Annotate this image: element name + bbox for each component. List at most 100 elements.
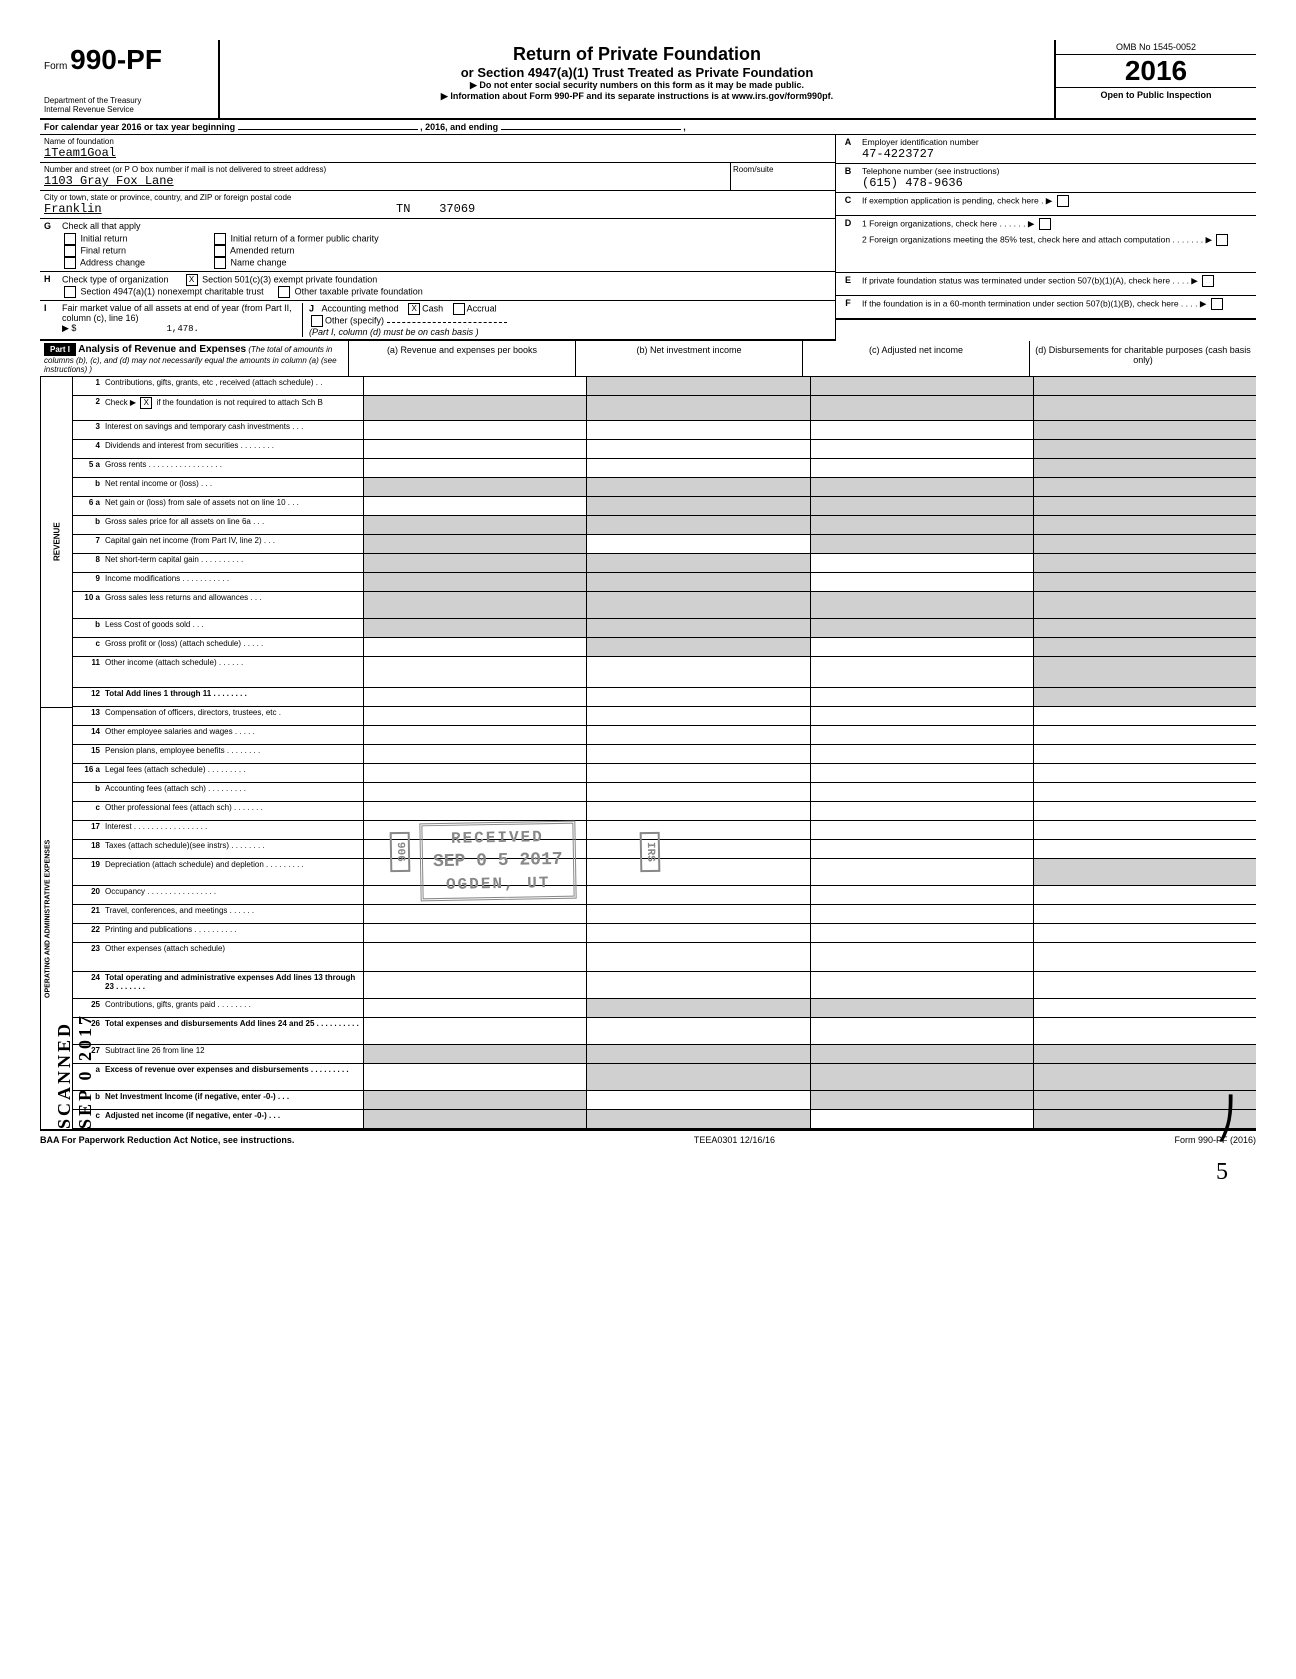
cal-year-label: For calendar year 2016 or tax year begin…: [40, 120, 690, 134]
r6b-label: Gross sales price for all assets on line…: [103, 516, 363, 534]
a-label: Employer identification number: [862, 137, 1254, 147]
form-prefix: Form: [44, 61, 67, 72]
r5b-label: Net rental income or (loss) . . .: [103, 478, 363, 496]
cal-mid: , 2016, and ending: [420, 122, 498, 132]
letter-e: E: [836, 273, 860, 295]
g-namechange-checkbox[interactable]: [214, 257, 226, 269]
r5a-num: 5 a: [73, 459, 103, 477]
r14-label: Other employee salaries and wages . . . …: [103, 726, 363, 744]
city: Franklin: [44, 202, 102, 216]
zip: 37069: [439, 202, 475, 216]
city-cell: City or town, state or province, country…: [40, 191, 835, 219]
g-initial-checkbox[interactable]: [64, 233, 76, 245]
row-12: 12Total Add lines 1 through 11 . . . . .…: [73, 688, 1256, 707]
foundation-name: 1Team1Goal: [44, 146, 831, 160]
g-initial-former: Initial return of a former public charit…: [231, 233, 379, 243]
h-4947-checkbox[interactable]: [64, 286, 76, 298]
row-25: 25Contributions, gifts, grants paid . . …: [73, 999, 1256, 1018]
g-content: Check all that apply Initial return Fina…: [62, 221, 831, 269]
d2-label: 2 Foreign organizations meeting the 85% …: [862, 234, 1212, 244]
r8-label: Net short-term capital gain . . . . . . …: [103, 554, 363, 572]
r2b: if the foundation is not required to att…: [157, 398, 323, 407]
note-info: ▶ Information about Form 990-PF and its …: [228, 91, 1046, 102]
r26-label: Total expenses and disbursements Add lin…: [103, 1018, 363, 1044]
row-18: 18Taxes (attach schedule)(see instrs) . …: [73, 840, 1256, 859]
letter-a: A: [836, 135, 860, 163]
r13-label: Compensation of officers, directors, tru…: [103, 707, 363, 725]
row-5b: bNet rental income or (loss) . . .: [73, 478, 1256, 497]
row-27: 27Subtract line 26 from line 12: [73, 1045, 1256, 1064]
d1-checkbox[interactable]: [1039, 218, 1051, 230]
letter-h: H: [44, 274, 62, 284]
g-initial-former-checkbox[interactable]: [214, 233, 226, 245]
row-6a: 6 aNet gain or (loss) from sale of asset…: [73, 497, 1256, 516]
address: 1103 Gray Fox Lane: [44, 174, 726, 188]
g-namechange: Name change: [231, 257, 287, 267]
r16b-label: Accounting fees (attach sch) . . . . . .…: [103, 783, 363, 801]
footer: BAA For Paperwork Reduction Act Notice, …: [40, 1129, 1256, 1149]
rows-container: 1Contributions, gifts, grants, etc , rec…: [73, 377, 1256, 1129]
e-cell: E If private foundation status was termi…: [836, 273, 1256, 296]
form-num-big: 990-PF: [70, 44, 162, 75]
calendar-year-row: For calendar year 2016 or tax year begin…: [40, 120, 1256, 135]
c-cell: C If exemption application is pending, c…: [836, 193, 1256, 216]
footer-code: TEEA0301 12/16/16: [694, 1135, 775, 1145]
r6a-label: Net gain or (loss) from sale of assets n…: [103, 497, 363, 515]
dept-treasury: Department of the Treasury: [44, 96, 214, 105]
col-b: (b) Net investment income: [575, 341, 802, 376]
revenue-label: REVENUE: [40, 377, 73, 707]
e-label: If private foundation status was termina…: [862, 275, 1198, 285]
h-label: Check type of organization: [62, 274, 169, 284]
i-value: 1,478.: [79, 324, 199, 334]
c-label: If exemption application is pending, che…: [862, 195, 1052, 205]
h-4947: Section 4947(a)(1) nonexempt charitable …: [81, 286, 264, 296]
row-27c: cAdjusted net income (if negative, enter…: [73, 1110, 1256, 1129]
h-row: H Check type of organization X Section 5…: [40, 272, 835, 301]
row-7: 7Capital gain net income (from Part IV, …: [73, 535, 1256, 554]
r6b-num: b: [73, 516, 103, 534]
d-cell: D 1 Foreign organizations, check here . …: [836, 216, 1256, 273]
r1-label: Contributions, gifts, grants, etc , rece…: [103, 377, 363, 395]
g-final-checkbox[interactable]: [64, 245, 76, 257]
city-label: City or town, state or province, country…: [44, 193, 831, 202]
row-6b: bGross sales price for all assets on lin…: [73, 516, 1256, 535]
form-990pf: Form 990-PF Department of the Treasury I…: [40, 40, 1256, 1149]
d2-checkbox[interactable]: [1216, 234, 1228, 246]
part1-desc: Part I Analysis of Revenue and Expenses …: [40, 341, 348, 376]
e-checkbox[interactable]: [1202, 275, 1214, 287]
r10c-label: Gross profit or (loss) (attach schedule)…: [103, 638, 363, 656]
letter-f: F: [836, 296, 860, 318]
r23-label: Other expenses (attach schedule): [103, 943, 363, 971]
j-cash-checkbox[interactable]: X: [408, 303, 420, 315]
ein-value: 47-4223727: [862, 147, 1254, 161]
j-accrual-checkbox[interactable]: [453, 303, 465, 315]
part1-header-row: Part I Analysis of Revenue and Expenses …: [40, 341, 1256, 377]
b-cell: B Telephone number (see instructions) (6…: [836, 164, 1256, 193]
c-content: If exemption application is pending, che…: [860, 193, 1256, 215]
r2a: Check ▶: [105, 398, 136, 407]
footer-baa: BAA For Paperwork Reduction Act Notice, …: [40, 1135, 294, 1145]
j-note: (Part I, column (d) must be on cash basi…: [309, 327, 479, 337]
j-other: Other (specify): [325, 315, 384, 325]
h-501c3-checkbox[interactable]: X: [186, 274, 198, 286]
j-other-checkbox[interactable]: [311, 315, 323, 327]
r10a-num: 10 a: [73, 592, 103, 618]
r27c-label: Adjusted net income (if negative, enter …: [103, 1110, 363, 1128]
h-other-checkbox[interactable]: [278, 286, 290, 298]
c-checkbox[interactable]: [1057, 195, 1069, 207]
r5a-label: Gross rents . . . . . . . . . . . . . . …: [103, 459, 363, 477]
row-27a: aExcess of revenue over expenses and dis…: [73, 1064, 1256, 1091]
g-address-checkbox[interactable]: [64, 257, 76, 269]
g-initial: Initial return: [81, 233, 128, 243]
r2-checkbox[interactable]: X: [140, 397, 152, 409]
r16c-num: c: [73, 802, 103, 820]
foundation-name-cell: Name of foundation 1Team1Goal: [40, 135, 835, 163]
g-amended-checkbox[interactable]: [214, 245, 226, 257]
r21-label: Travel, conferences, and meetings . . . …: [103, 905, 363, 923]
signature-mark: ⎠5: [1216, 1095, 1236, 1189]
r15-label: Pension plans, employee benefits . . . .…: [103, 745, 363, 763]
f-checkbox[interactable]: [1211, 298, 1223, 310]
city-state-zip: Franklin TN 37069: [44, 202, 831, 216]
form-header: Form 990-PF Department of the Treasury I…: [40, 40, 1256, 120]
row-10a: 10 aGross sales less returns and allowan…: [73, 592, 1256, 619]
